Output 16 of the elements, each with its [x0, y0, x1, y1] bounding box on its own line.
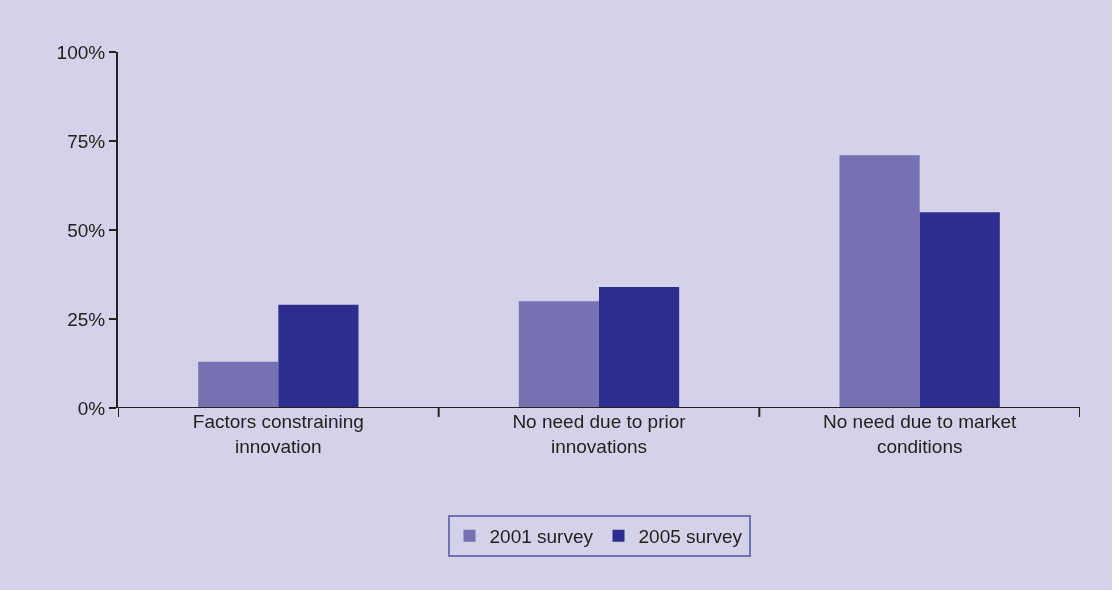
y-tick-label: 50% — [67, 219, 106, 241]
bar — [198, 361, 279, 408]
legend-label: 2001 survey — [489, 526, 594, 548]
bar — [599, 286, 680, 408]
bar — [839, 155, 920, 408]
legend-label: 2005 survey — [638, 526, 743, 548]
bar — [518, 301, 599, 408]
bar — [919, 212, 1000, 408]
x-tick-label: No need due to prior innovations — [512, 411, 687, 457]
bar — [278, 304, 359, 408]
x-tick-label: Factors constraining innovation — [192, 411, 364, 457]
x-tick-label: No need due to market conditions — [823, 411, 1018, 457]
y-tick-label: 25% — [67, 308, 106, 330]
y-tick-label: 0% — [77, 397, 106, 419]
y-tick-label: 100% — [56, 41, 106, 63]
y-tick-label: 75% — [67, 130, 106, 152]
